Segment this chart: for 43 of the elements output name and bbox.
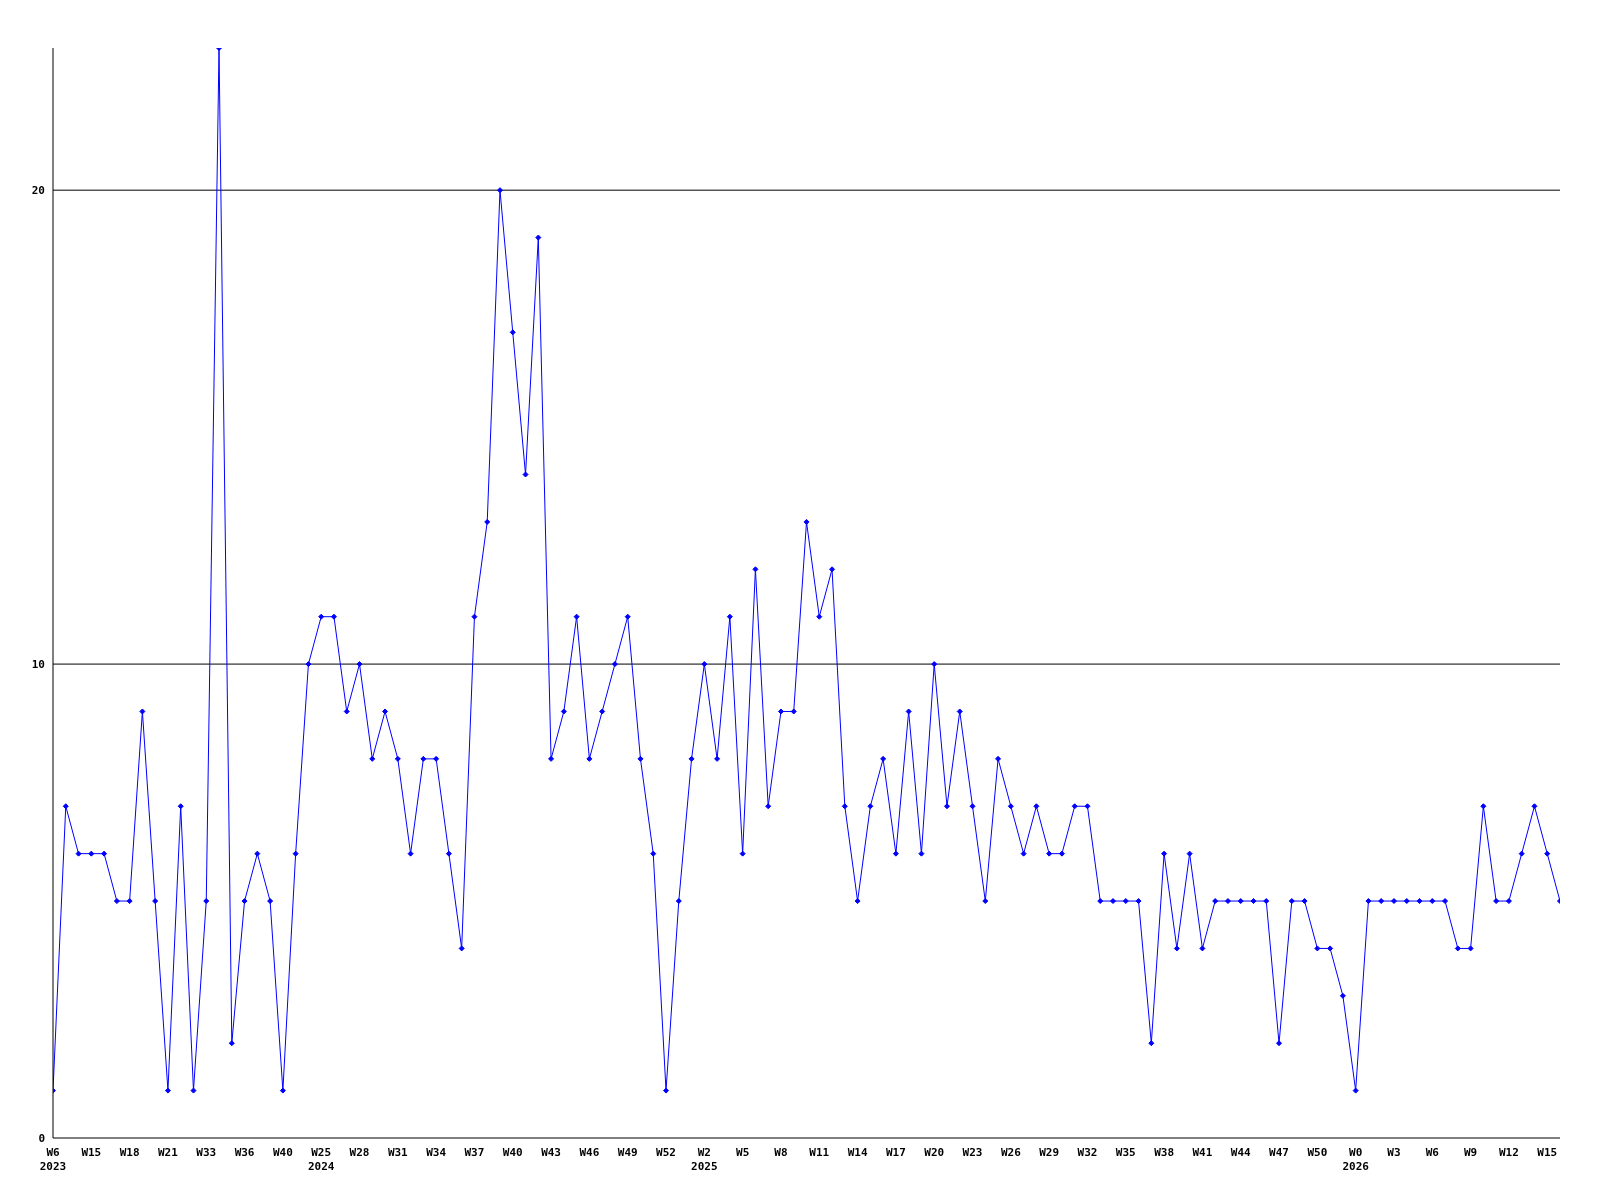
x-tick-label: W0 2026: [1342, 1146, 1370, 1173]
y-tick-label: 0: [38, 1131, 45, 1145]
x-tick-label: W5: [736, 1146, 750, 1159]
y-tick-label: 20: [31, 184, 45, 198]
x-tick-label: W18: [119, 1146, 140, 1159]
x-tick-label: W29: [1039, 1146, 1060, 1159]
x-tick-label: W6 2023: [39, 1146, 67, 1173]
x-tick-label: W34: [426, 1146, 447, 1159]
x-tick-label: W44: [1230, 1146, 1252, 1159]
x-tick-label: W9: [1463, 1146, 1478, 1159]
x-tick-label: W28: [349, 1146, 370, 1159]
x-tick-label: W11: [809, 1146, 830, 1159]
x-tick-label: W40: [272, 1146, 293, 1159]
x-tick-label: W6: [1425, 1146, 1440, 1159]
x-tick-label: W3: [1387, 1146, 1401, 1159]
x-tick-label: W23: [962, 1146, 983, 1159]
x-tick-label: W12: [1498, 1146, 1519, 1159]
x-tick-label: W26: [1000, 1146, 1022, 1159]
x-tick-label: W8: [774, 1146, 788, 1159]
x-tick-label: W41: [1192, 1146, 1213, 1159]
x-tick-label: W52: [656, 1146, 676, 1159]
x-tick-label: W21: [158, 1146, 179, 1159]
x-tick-label: W40: [502, 1146, 523, 1159]
y-tick-label: 10: [31, 657, 45, 671]
x-tick-label: W15: [1537, 1146, 1558, 1159]
x-tick-label: W37: [464, 1146, 485, 1159]
x-tick-label: W43: [541, 1146, 562, 1159]
x-tick-label: W17: [885, 1146, 906, 1159]
x-tick-label: W46: [579, 1146, 600, 1159]
x-tick-label: W32: [1077, 1146, 1098, 1159]
x-tick-label: W36: [234, 1146, 255, 1159]
x-tick-label: W15: [81, 1146, 102, 1159]
x-tick-label: W25 2024: [307, 1146, 335, 1173]
x-tick-label: W33: [196, 1146, 217, 1159]
x-tick-label: W50: [1307, 1146, 1328, 1159]
x-tick-label: W31: [387, 1146, 409, 1159]
x-tick-label: W2 2025: [691, 1146, 718, 1173]
x-tick-label: W49: [617, 1146, 638, 1159]
x-tick-label: W35: [1115, 1146, 1136, 1159]
x-tick-label: W20: [924, 1146, 945, 1159]
x-tick-label: W38: [1154, 1146, 1175, 1159]
x-tick-label: W14: [847, 1146, 868, 1159]
x-tick-label: W47: [1269, 1146, 1289, 1159]
